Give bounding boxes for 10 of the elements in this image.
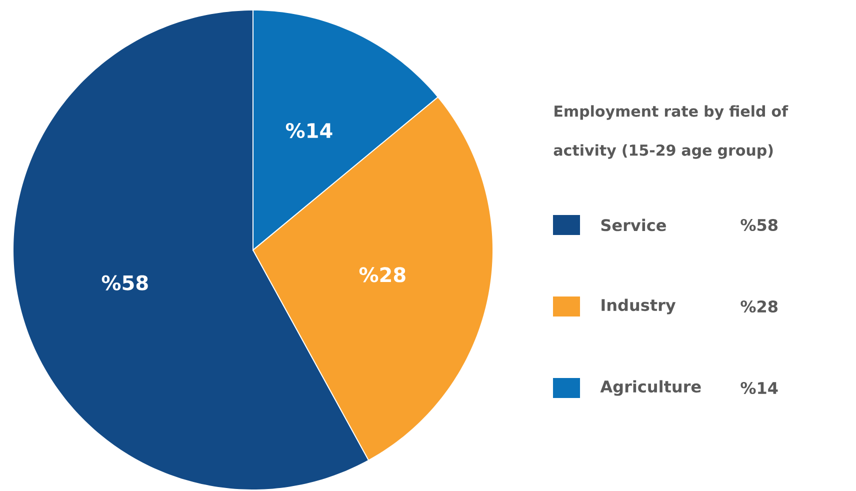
data-label: %28	[359, 267, 406, 282]
legend-label: Agriculture	[600, 380, 701, 396]
data-label: %14	[286, 122, 332, 138]
data-label: %58	[102, 275, 148, 290]
text: %58	[740, 218, 778, 232]
legend-label: Industry	[602, 298, 676, 314]
text: %28	[740, 300, 778, 313]
legend-label: Service	[601, 218, 666, 232]
text: %14	[740, 382, 778, 394]
text: Employment rate by field of activity (15-29 age group)	[554, 105, 788, 159]
